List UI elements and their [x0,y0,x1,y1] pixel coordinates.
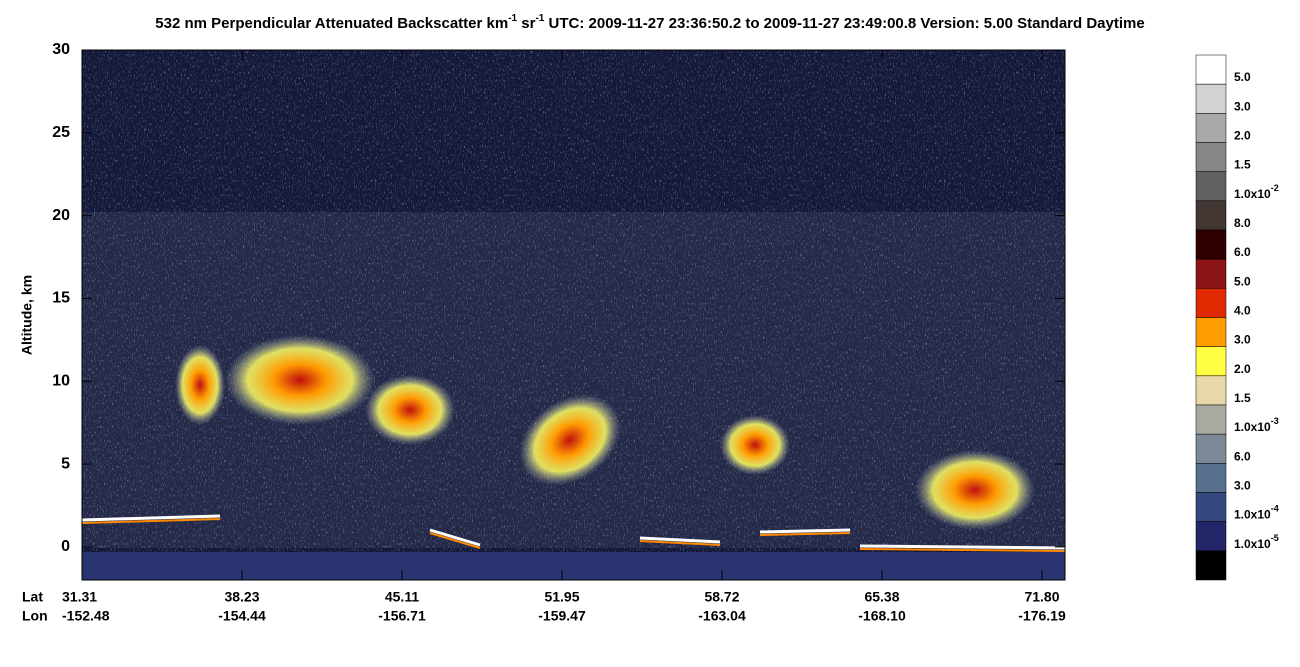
chart-title: 532 nm Perpendicular Attenuated Backscat… [155,13,1144,32]
curtain-image [82,50,1065,580]
colorbar-label-text: 5.0 [1234,275,1251,289]
colorbar-label-text: 1.5 [1234,391,1251,405]
colorbar-label: 1.0x10-4 [1234,504,1279,522]
colorbar-label: 1.0x10-2 [1234,183,1279,201]
colorbar-label: 5.0 [1234,70,1251,84]
lon-tick-label: -152.48 [62,608,110,624]
title-part: 532 nm Perpendicular Attenuated Backscat… [155,15,508,32]
lat-tick-label: 51.95 [544,589,579,605]
colorbar-bin [1195,317,1227,347]
colorbar-label-text: 1.5 [1234,158,1251,172]
lon-tick-label: -156.71 [378,608,426,624]
colorbar-label: 1.0x10-3 [1234,417,1279,435]
colorbar-label: 2.0 [1234,129,1251,143]
y-tick-label: 20 [52,207,70,224]
colorbar-label: 3.0 [1234,100,1251,114]
colorbar-label-text: 3.0 [1234,479,1251,493]
colorbar-bin [1195,171,1227,202]
colorbar-bin [1195,433,1227,464]
y-tick-label: 30 [52,41,70,58]
colorbar-label-sup: -3 [1271,417,1279,427]
colorbar-bin [1195,258,1227,289]
lat-tick-label: 31.31 [62,589,97,605]
colorbar-label: 2.0 [1234,362,1251,376]
colorbar-bin [1195,404,1227,435]
title-part: UTC: 2009-11-27 23:36:50.2 to 2009-11-27… [544,15,1144,32]
x-row-label: Lon [22,608,48,624]
lat-tick-label: 45.11 [385,589,419,605]
colorbar-bin [1195,200,1227,231]
colorbar-label-text: 1.0x10 [1234,420,1271,434]
lat-tick-label: 58.72 [704,589,739,605]
colorbar-label-text: 3.0 [1234,100,1251,114]
colorbar-bin [1195,492,1227,522]
colorbar-label-text: 8.0 [1234,216,1251,230]
lat-tick-label: 38.23 [224,589,259,605]
colorbar-label: 5.0 [1234,275,1251,289]
colorbar-label-text: 3.0 [1234,333,1251,347]
colorbar-label-text: 4.0 [1234,304,1251,318]
colorbar-label-text: 6.0 [1234,450,1251,464]
colorbar-label-sup: -4 [1271,504,1279,514]
colorbar-bin [1195,521,1227,552]
colorbar-bin [1195,54,1227,85]
colorbar-label: 8.0 [1234,216,1251,230]
lon-tick-label: -159.47 [538,608,586,624]
colorbar-bin [1195,113,1227,143]
colorbar-bin [1195,229,1227,260]
y-tick-label: 10 [52,372,70,389]
colorbar-bin [1195,346,1227,377]
colorbar-label-text: 5.0 [1234,70,1251,84]
colorbar-label-sup: -5 [1271,533,1279,543]
y-tick-label: 0 [61,538,70,555]
lon-tick-label: -154.44 [218,608,266,624]
title-part: -1 [508,13,517,24]
y-tick-label: 25 [52,124,70,141]
lat-tick-label: 71.80 [1024,589,1059,605]
colorbar-bin [1195,550,1227,581]
colorbar-bin [1195,375,1227,406]
x-row-label: Lat [22,589,43,605]
colorbar-label-text: 1.0x10 [1234,537,1271,551]
lat-tick-label: 65.38 [864,589,899,605]
colorbar-bin [1195,288,1227,318]
colorbar-label: 6.0 [1234,245,1251,259]
lon-tick-label: -176.19 [1018,608,1066,624]
colorbar-label-text: 1.0x10 [1234,508,1271,522]
colorbar-label-sup: -2 [1271,183,1279,193]
colorbar-label: 4.0 [1234,304,1251,318]
colorbar-label: 3.0 [1234,333,1251,347]
lon-tick-label: -163.04 [698,608,746,624]
title-part: sr [517,15,536,32]
y-tick-label: 5 [61,455,70,472]
colorbar-label-text: 6.0 [1234,245,1251,259]
plot-frame [81,49,1066,581]
y-axis-label: Altitude, km [19,275,35,355]
colorbar-label: 1.0x10-5 [1234,533,1279,551]
colorbar-label: 1.5 [1234,391,1251,405]
y-tick-label: 15 [52,290,70,307]
title-part: -1 [535,13,544,24]
colorbar-label: 6.0 [1234,450,1251,464]
colorbar-label-text: 2.0 [1234,362,1251,376]
colorbar-bin [1195,83,1227,114]
lon-tick-label: -168.10 [858,608,906,624]
colorbar-bin [1195,463,1227,493]
colorbar-label: 1.5 [1234,158,1251,172]
colorbar-label-text: 1.0x10 [1234,187,1271,201]
colorbar-label-text: 2.0 [1234,129,1251,143]
colorbar-label: 3.0 [1234,479,1251,493]
colorbar-bin [1195,142,1227,172]
